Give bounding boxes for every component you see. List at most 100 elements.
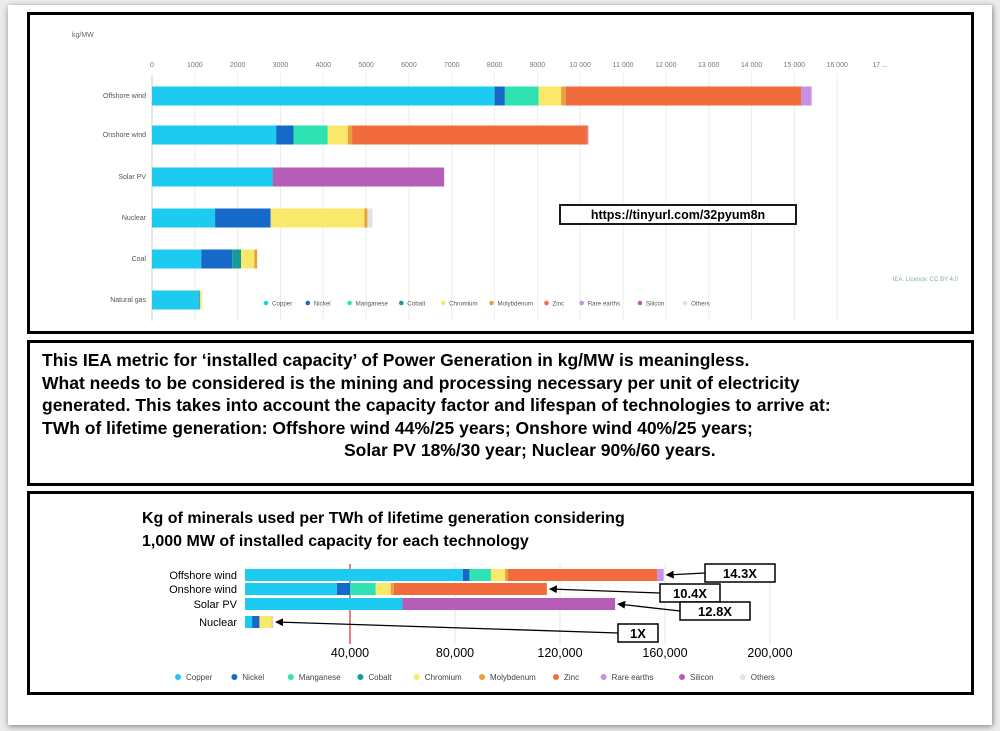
bar-segment-onshore-wind-chromium [327,125,348,145]
legend-marker-cobalt [399,300,404,306]
legend-marker-cobalt [357,674,364,680]
bar-segment-solar-pv-copper [245,598,403,610]
x-tick-label: 0 [150,62,154,69]
legend-marker-nickel [231,674,238,680]
category-label-onshore-wind: Onshore wind [103,132,146,139]
annotation-arrow-onshore-wind [548,585,661,594]
legend-label-copper: Copper [186,673,213,682]
legend-label-molybdenum: Molybdenum [490,673,536,682]
twh-chart-panel: Kg of minerals used per TWh of lifetime … [27,491,974,695]
bar-segment-coal-molybdenum [254,249,258,269]
source-link-box[interactable]: https://tinyurl.com/32pyum8n [559,204,797,225]
bar-segment-onshore-wind-manganese [350,583,376,595]
legend-label-silicon: Silicon [690,673,714,682]
x-tick-label: 4000 [316,62,332,69]
legend-label-others: Others [751,673,775,682]
x-tick-label: 200,000 [747,646,792,660]
x-tick-label: 160,000 [642,646,687,660]
x-tick-label: 5000 [358,62,374,69]
bar-segment-onshore-wind-molybdenum [347,125,353,145]
x-tick-label: 11 000 [613,62,634,69]
legend-label-molybdenum: Molybdenum [498,301,533,308]
x-tick-label: 10 000 [570,62,592,69]
bar-segment-offshore-wind-copper [245,569,463,581]
legend-label-nickel: Nickel [242,673,264,682]
bar-segment-onshore-wind-molybdenum [390,583,394,595]
legend-label-rare-earths: Rare earths [612,673,654,682]
legend-label-zinc: Zinc [553,301,565,308]
bar-segment-offshore-wind-zinc [565,86,802,106]
legend-label-manganese: Manganese [299,673,341,682]
commentary-line: What needs to be considered is the minin… [42,372,800,393]
legend-label-manganese: Manganese [356,301,389,308]
x-tick-label: 120,000 [537,646,582,660]
legend-label-chromium: Chromium [449,301,478,308]
x-tick-label: 7000 [444,62,460,69]
bar-segment-onshore-wind-manganese [293,125,328,145]
annotation-label-offshore-wind: 14.3X [723,566,757,581]
x-tick-label: 14 000 [741,62,763,69]
bar-segment-onshore-wind-copper [152,125,277,145]
x-tick-label: 12 000 [655,62,677,69]
legend-marker-copper [175,674,181,680]
bar-segment-nuclear-copper [152,208,216,228]
bar-segment-natural-gas-nickel [199,290,200,310]
bar-segment-solar-pv-silicon [272,167,445,187]
bar-segment-coal-chromium [241,249,255,269]
bar-segment-coal-nickel [201,249,233,269]
kg-per-twh-chart: Kg of minerals used per TWh of lifetime … [142,510,793,682]
bar-segment-nuclear-molybdenum [271,616,273,628]
legend-marker-molybdenum [489,300,494,306]
legend-marker-zinc [544,300,549,306]
bar-segment-nuclear-molybdenum [364,208,368,228]
x-tick-label: 17 ... [872,62,888,69]
bar-segment-solar-pv-copper [152,167,273,187]
bar-segment-offshore-wind-rare-earths [657,569,664,581]
legend-label-chromium: Chromium [425,673,462,682]
bar-segment-onshore-wind-chromium [375,583,391,595]
legend-marker-molybdenum [479,674,485,680]
legend-marker-chromium [413,674,420,680]
bar-segment-offshore-wind-chromium [490,569,506,581]
bar-segment-onshore-wind-copper [245,583,337,595]
category-label-nuclear: Nuclear [199,617,237,629]
bar-segment-solar-pv-silicon [402,598,616,610]
chart-title-line-1: Kg of minerals used per TWh of lifetime … [142,510,625,527]
annotation-arrow-offshore-wind [665,570,706,579]
chart-title-line-2: 1,000 MW of installed capacity for each … [142,533,529,550]
x-tick-label: 8000 [487,62,503,69]
category-label-offshore-wind: Offshore wind [169,570,237,582]
legend-marker-rare-earths [579,300,584,306]
bar-segment-offshore-wind-zinc [508,569,658,581]
legend-marker-rare-earths [600,674,607,680]
bar-segment-offshore-wind-rare-earths [801,86,812,106]
commentary-line: This IEA metric for ‘installed capacity’… [42,350,750,370]
legend-marker-copper [263,300,269,306]
legend-marker-silicon [637,300,643,306]
licence-text: IEA. Licence: CC BY 4.0 [893,277,959,283]
commentary-text: This IEA metric for ‘installed capacity’… [42,349,962,462]
legend-label-cobalt: Cobalt [407,301,425,308]
annotation-label-onshore-wind: 10.4X [673,586,707,601]
legend-label-silicon: Silicon [646,301,665,308]
legend-marker-manganese [347,300,352,306]
iea-chart-panel: kg/MW 0 1000 2000 3000 4000 5000 6000 7000 8000 9… [27,12,974,334]
category-label-solar-pv: Solar PV [194,599,238,611]
bar-segment-natural-gas-copper [152,290,200,310]
bar-segment-onshore-wind-zinc [352,125,588,145]
legend-label-copper: Copper [272,301,292,308]
bar-segment-offshore-wind-manganese [469,569,491,581]
bar-segment-offshore-wind-molybdenum [505,569,509,581]
bar-segment-onshore-wind-rare-earths [587,125,589,145]
annotation-box-nuclear [617,623,659,643]
bar-segment-natural-gas-chromium [199,290,202,310]
legend-marker-silicon [679,674,685,680]
category-label-coal: Coal [132,256,147,263]
source-link-text[interactable]: https://tinyurl.com/32pyum8n [591,208,765,222]
x-tick-label: 6000 [401,62,417,69]
x-tick-label: 1000 [187,62,203,69]
commentary-line: Solar PV 18%/30 year; Nuclear 90%/60 yea… [344,440,716,460]
category-label-solar-pv: Solar PV [118,174,146,181]
annotation-label-solar-pv: 12.8X [698,604,732,619]
x-tick-label: 3000 [273,62,289,69]
